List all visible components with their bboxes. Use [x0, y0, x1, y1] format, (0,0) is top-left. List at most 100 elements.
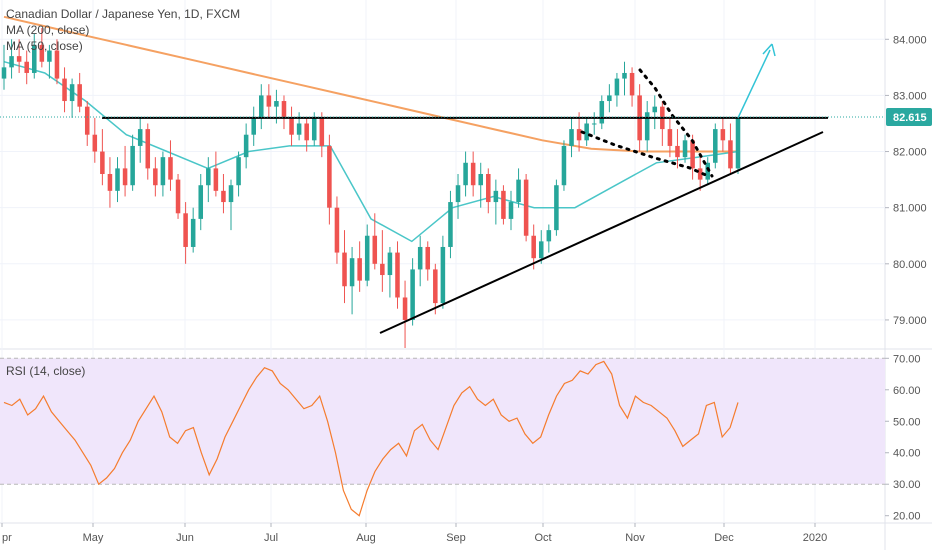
chart-title: Canadian Dollar / Japanese Yen, 1D, FXCM	[6, 7, 241, 21]
candle	[243, 123, 249, 169]
candle	[380, 230, 385, 292]
candle	[395, 241, 400, 309]
candle-body	[690, 140, 695, 169]
time-tick-label: May	[83, 532, 104, 544]
candle-body	[84, 106, 90, 135]
candle-body	[54, 50, 60, 79]
candle-body	[463, 162, 468, 186]
candle	[728, 123, 733, 174]
price-axis[interactable]: 79.000 80.000 81.000 82.000 83.000 84.000 82.6…	[885, 34, 932, 327]
candle-body	[31, 44, 37, 73]
candle-body	[478, 174, 483, 186]
candle	[622, 61, 627, 96]
candle-body	[433, 269, 438, 304]
candle-body	[47, 50, 52, 62]
rsi-tick-label: 40.00	[893, 448, 921, 460]
candle-body	[629, 72, 635, 96]
candle	[629, 67, 635, 107]
candle-body	[213, 168, 219, 191]
candle-body	[1, 67, 7, 79]
candle	[599, 95, 605, 130]
candle	[304, 117, 309, 152]
rsi-tick-label: 30.00	[893, 479, 921, 491]
candle-body	[296, 123, 302, 135]
candle	[319, 112, 325, 158]
time-tick-label: pr	[2, 532, 12, 544]
candle	[92, 117, 98, 163]
candle-body	[357, 258, 362, 281]
candle-body	[546, 230, 552, 242]
candle-body	[243, 134, 249, 158]
chart-legend: Canadian Dollar / Japanese Yen, 1D, FXCM…	[6, 6, 240, 54]
candle	[591, 112, 597, 135]
candle	[486, 168, 491, 214]
candle	[455, 174, 461, 219]
time-tick-label: Jun	[176, 532, 194, 544]
candle	[236, 151, 241, 197]
price-tick-label: 83.000	[893, 90, 927, 102]
candle	[160, 151, 166, 197]
candle	[213, 151, 219, 197]
rsi-tick-label: 20.00	[893, 511, 921, 523]
candle	[251, 106, 256, 146]
candle	[508, 190, 514, 231]
rsi-series-line	[3, 360, 739, 517]
candle-body	[274, 101, 279, 107]
candle-body	[145, 129, 151, 169]
candle-body	[289, 117, 294, 135]
candle	[137, 117, 143, 163]
candle	[516, 168, 521, 208]
ma50-label: MA (50, close)	[6, 39, 83, 53]
time-axis[interactable]: pr May Jun Jul Aug Sep Oct Nov Dec 2020	[1, 523, 827, 544]
wedge-upper-line	[638, 68, 714, 178]
candle-body	[198, 185, 204, 219]
candle	[168, 140, 173, 191]
time-tick-label: Oct	[534, 532, 551, 544]
ma200-label: MA (200, close)	[6, 23, 90, 37]
candle-body	[523, 179, 529, 236]
candle-body	[682, 140, 688, 158]
candle	[660, 101, 665, 146]
rsi-axis[interactable]: 20.00 30.00 40.00 50.00 60.00 70.00	[885, 353, 921, 523]
candle	[652, 95, 658, 130]
candle	[24, 50, 29, 85]
candle-body	[569, 129, 574, 146]
rsi-tick-label: 70.00	[893, 353, 921, 365]
candle	[183, 202, 188, 264]
candle	[478, 162, 483, 208]
candle-body	[168, 157, 173, 180]
time-tick-label: 2020	[803, 532, 827, 544]
candle-body	[259, 95, 264, 118]
candle	[349, 246, 355, 315]
candle	[342, 230, 347, 304]
candle-body	[531, 235, 536, 259]
last-price-tag-bg	[886, 108, 932, 127]
candle-body	[153, 168, 158, 186]
candle-body	[591, 123, 597, 125]
candle-body	[410, 269, 415, 320]
candle	[9, 39, 14, 79]
price-tick-label: 79.000	[893, 315, 927, 327]
candle-body	[501, 190, 506, 219]
candle-body	[372, 235, 378, 264]
trend-drawings	[0, 43, 885, 334]
candle	[190, 207, 196, 253]
candle	[607, 84, 612, 113]
candle	[145, 123, 151, 180]
rsi-legend: RSI (14, close)	[6, 363, 85, 379]
candle-body	[221, 190, 226, 203]
candle	[440, 235, 446, 309]
candle-body	[334, 207, 340, 253]
candle-body	[266, 95, 272, 107]
time-tick-label: Dec	[714, 532, 734, 544]
candle	[425, 241, 431, 281]
candle	[584, 117, 589, 146]
candle	[433, 263, 438, 315]
projection-arrow-line	[737, 49, 771, 119]
candle-body	[122, 168, 128, 186]
candle	[39, 28, 45, 68]
candle	[198, 174, 204, 231]
support-trendline	[379, 131, 824, 334]
candle-body	[599, 101, 605, 124]
candle-body	[206, 168, 211, 186]
